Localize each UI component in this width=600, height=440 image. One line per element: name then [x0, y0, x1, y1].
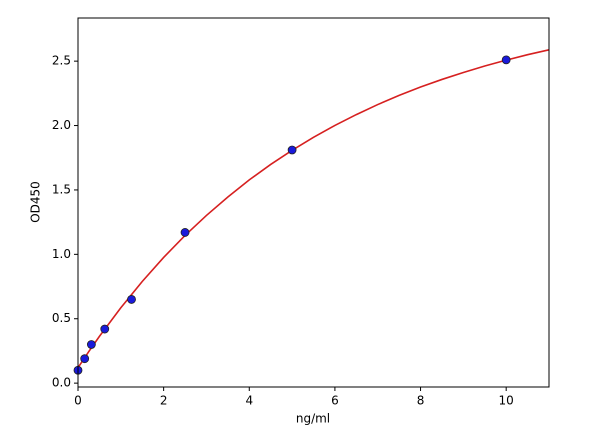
y-axis-label: OD450: [29, 181, 43, 223]
x-axis-label: ng/ml: [296, 412, 330, 426]
data-point: [100, 324, 110, 334]
plot-frame: [77, 17, 550, 388]
y-tick-label: 2.0: [52, 118, 71, 132]
fit-curve: [77, 49, 550, 369]
y-tick-label: 0.5: [52, 311, 71, 325]
x-tick-label: 2: [160, 394, 168, 408]
y-tick-label: 2.5: [52, 54, 71, 68]
data-point: [86, 340, 96, 349]
y-tick-label: 0.0: [52, 376, 71, 390]
x-tick-label: 4: [245, 394, 253, 408]
x-tick-label: 0: [74, 394, 82, 408]
x-tick-label: 6: [331, 394, 339, 408]
y-tick-label: 1.0: [52, 247, 71, 261]
data-point: [127, 295, 136, 304]
x-tick-label: 8: [417, 394, 425, 408]
y-tick-label: 1.5: [52, 182, 71, 196]
data-point: [501, 55, 511, 65]
data-point: [80, 354, 90, 364]
data-point: [287, 145, 297, 155]
x-tick-label: 10: [499, 394, 514, 408]
data-point: [180, 228, 190, 237]
